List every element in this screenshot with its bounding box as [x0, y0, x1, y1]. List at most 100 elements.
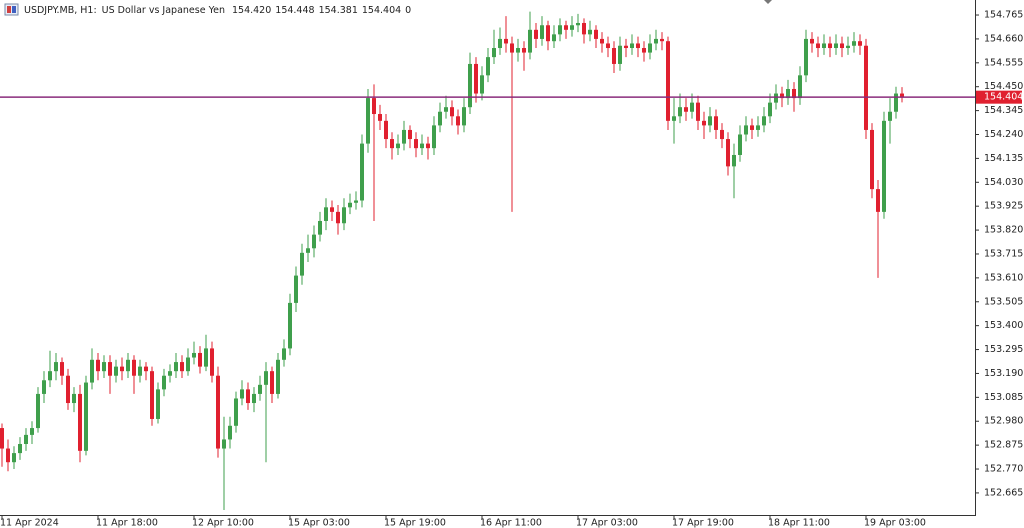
candle-body — [12, 453, 16, 463]
candle-body — [462, 107, 466, 126]
candle-body — [558, 25, 562, 35]
candle-body — [348, 202, 352, 208]
candle-body — [90, 359, 94, 383]
candle-body — [504, 38, 508, 44]
y-tick-label: 153.295 — [984, 344, 1023, 355]
candle-body — [156, 389, 160, 419]
candle-body — [174, 362, 178, 372]
x-tick-label: 17 Apr 19:00 — [672, 518, 734, 528]
candle-body — [426, 143, 430, 149]
y-tick-label: 153.715 — [984, 248, 1023, 259]
candle-body — [336, 211, 340, 224]
candle-body — [540, 25, 544, 39]
candle-body — [108, 362, 112, 376]
x-tick-label: 12 Apr 10:00 — [192, 518, 254, 528]
candle-body — [876, 189, 880, 212]
candle-body — [840, 43, 844, 49]
header-part: 154.404 — [362, 5, 401, 16]
candle-body — [744, 125, 748, 135]
candle-body — [408, 129, 412, 140]
candle-body — [168, 371, 172, 376]
price-tag-label: 154.404 — [984, 92, 1023, 103]
y-tick-label: 152.665 — [984, 487, 1023, 498]
scroll-marker — [764, 0, 772, 4]
candle-body — [570, 25, 574, 30]
x-tick-label: 17 Apr 03:00 — [576, 518, 638, 528]
x-tick-label: 16 Apr 11:00 — [480, 518, 542, 528]
candle-body — [138, 366, 142, 376]
candle-body — [606, 43, 610, 49]
header-part: 0 — [405, 5, 411, 16]
y-tick-label: 153.610 — [984, 272, 1023, 283]
candle-body — [372, 98, 376, 115]
candle-body — [18, 443, 22, 454]
y-tick-label: 154.660 — [984, 33, 1023, 44]
candle-body — [726, 139, 730, 167]
header-part: 154.448 — [275, 5, 314, 16]
candle-body — [438, 111, 442, 126]
candle-body — [702, 120, 706, 126]
candle-body — [216, 375, 220, 449]
candle-body — [666, 41, 670, 121]
candle-body — [528, 29, 532, 53]
candle-body — [48, 371, 52, 381]
candle-body — [144, 366, 148, 372]
candle-body — [774, 93, 778, 103]
candle-body — [390, 139, 394, 149]
candle-body — [198, 352, 202, 367]
candle-body — [54, 362, 58, 372]
candle-body — [36, 393, 40, 429]
candle-body — [648, 43, 652, 53]
candle-body — [660, 38, 664, 42]
candle-body — [42, 380, 46, 394]
candle-body — [846, 45, 850, 49]
candle-body — [84, 382, 88, 451]
y-tick-label: 152.875 — [984, 440, 1023, 451]
candle-body — [294, 275, 298, 303]
candle-body — [30, 428, 34, 435]
candle-body — [576, 22, 580, 26]
candle-body — [240, 389, 244, 399]
symbol-icon-part — [12, 6, 16, 13]
candle-body — [780, 93, 784, 99]
candle-body — [654, 38, 658, 44]
candle-body — [618, 45, 622, 64]
candle-body — [396, 143, 400, 149]
candle-body — [450, 107, 454, 117]
candle-body — [630, 43, 634, 49]
header-part: 154.420 — [232, 5, 271, 16]
candle-body — [732, 154, 736, 167]
candle-body — [882, 120, 886, 212]
candle-body — [420, 143, 424, 149]
candle-body — [78, 393, 82, 451]
candle-body — [720, 129, 724, 140]
candle-body — [204, 348, 208, 367]
candle-body — [96, 359, 100, 372]
candle-body — [636, 43, 640, 49]
y-tick-label: 153.505 — [984, 296, 1023, 307]
candle-body — [498, 38, 502, 49]
candle-body — [546, 25, 550, 42]
candle-body — [900, 93, 904, 98]
x-tick-label: 11 Apr 18:00 — [96, 518, 158, 528]
candle-body — [588, 29, 592, 35]
y-tick-label: 152.980 — [984, 416, 1023, 427]
candle-body — [246, 389, 250, 404]
candle-body — [312, 234, 316, 249]
candle-body — [264, 371, 268, 385]
candle-body — [378, 114, 382, 121]
x-tick-label: 11 Apr 2024 — [0, 518, 59, 528]
candle-body — [324, 207, 328, 221]
candle-body — [384, 120, 388, 140]
candle-body — [870, 129, 874, 190]
candle-body — [582, 22, 586, 35]
header-text: USDJPY.MB, H1: US Dollar vs Japanese Yen 1… — [24, 5, 411, 16]
candle-body — [210, 348, 214, 376]
candle-body — [102, 362, 106, 372]
candle-body — [516, 48, 520, 53]
candle-body — [786, 88, 790, 99]
y-tick-label: 153.400 — [984, 320, 1023, 331]
candle-body — [816, 43, 820, 49]
candle-body — [792, 88, 796, 99]
candle-body — [510, 43, 514, 53]
